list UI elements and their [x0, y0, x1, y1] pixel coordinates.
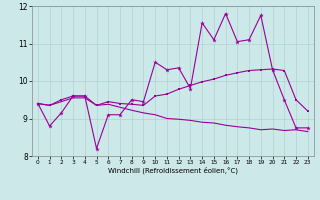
X-axis label: Windchill (Refroidissement éolien,°C): Windchill (Refroidissement éolien,°C)	[108, 167, 238, 174]
